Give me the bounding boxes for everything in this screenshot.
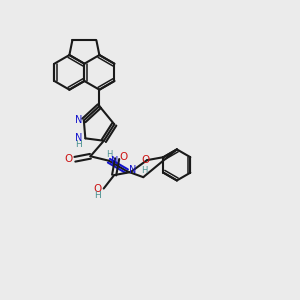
Text: N: N [111, 156, 118, 166]
Text: O: O [65, 154, 73, 164]
Text: H: H [75, 140, 82, 149]
Text: O: O [93, 184, 101, 194]
Text: O: O [120, 152, 128, 162]
Text: O: O [141, 155, 150, 165]
Text: H: H [142, 166, 148, 175]
Text: H: H [94, 190, 101, 200]
Text: N: N [75, 134, 82, 143]
Text: N: N [75, 116, 82, 125]
Text: H: H [106, 150, 112, 159]
Text: N: N [129, 165, 136, 175]
